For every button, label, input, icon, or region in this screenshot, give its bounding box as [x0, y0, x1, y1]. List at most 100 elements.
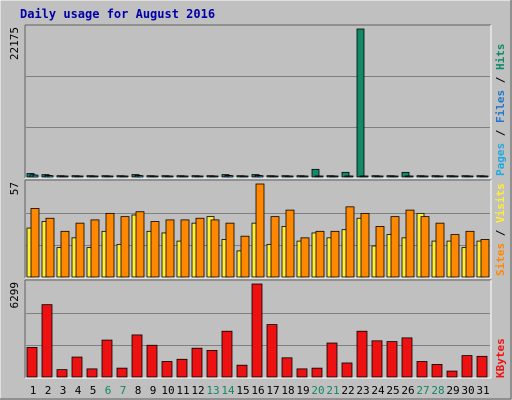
pages-bar [392, 175, 399, 178]
pages-bar [167, 175, 174, 178]
pages-bar [407, 175, 414, 178]
sites-bar [255, 183, 265, 278]
sites-bar [225, 222, 235, 278]
sites-bar [480, 239, 490, 278]
day-label: 12 [191, 384, 204, 397]
hits-panel-legend-files: Files [494, 90, 507, 123]
kbytes-bar [356, 330, 368, 378]
pages-bar [482, 175, 489, 178]
kbytes-bar [101, 339, 113, 378]
kbytes-bar [191, 347, 203, 378]
kbytes-bar [476, 355, 488, 378]
sites-bar [60, 230, 70, 278]
sites-bar [165, 219, 175, 278]
sites-bar [285, 209, 295, 278]
day-label: 27 [416, 384, 429, 397]
sites-bar [210, 219, 220, 278]
pages-bar [182, 175, 189, 178]
kbytes-bar [131, 334, 143, 378]
hits-bar [356, 28, 365, 178]
day-label: 31 [476, 384, 489, 397]
day-label: 3 [60, 384, 67, 397]
kbytes-bar [401, 337, 413, 378]
day-label: 26 [401, 384, 414, 397]
pages-bar [287, 175, 294, 178]
day-label: 20 [311, 384, 324, 397]
sites-bar [240, 235, 250, 278]
sites-bar [90, 219, 100, 278]
kbytes-bar [326, 342, 338, 378]
day-label: 7 [120, 384, 127, 397]
day-label: 18 [281, 384, 294, 397]
pages-bar [377, 175, 384, 178]
day-label: 16 [251, 384, 264, 397]
day-label: 29 [446, 384, 459, 397]
pages-bar [362, 175, 369, 178]
pages-bar [77, 175, 84, 178]
kbytes-bar [206, 350, 218, 378]
day-label: 24 [371, 384, 385, 397]
pages-bar [332, 175, 339, 178]
day-label: 15 [236, 384, 249, 397]
day-label: 25 [386, 384, 399, 397]
day-label: 22 [341, 384, 354, 397]
sites-bar [360, 212, 370, 278]
sites-bar [45, 217, 55, 278]
day-label: 28 [431, 384, 444, 397]
sites-bar [150, 221, 160, 278]
pages-bar [317, 175, 324, 178]
kbytes-bar [161, 361, 173, 378]
sites-bar [330, 230, 340, 278]
pages-bar [107, 175, 114, 178]
chart-title: Daily usage for August 2016 [20, 7, 215, 21]
kbytes-bar [461, 355, 473, 378]
hits-panel-legend-hits: Hits [494, 44, 507, 71]
day-label: 11 [176, 384, 189, 397]
kbytes-bar [341, 362, 353, 378]
pages-bar [92, 175, 99, 178]
sites-bar [390, 216, 400, 278]
sites-bar [420, 216, 430, 278]
hits-panel-legend-separator: / [494, 70, 507, 90]
pages-bar [257, 175, 264, 178]
day-label: 19 [296, 384, 309, 397]
day-label: 21 [326, 384, 339, 397]
hits-panel-plot-area [25, 25, 491, 178]
visits-panel-legend-sites: Sites [494, 243, 507, 276]
kbytes-bar [41, 304, 53, 378]
day-label: 23 [356, 384, 369, 397]
sites-bar [345, 206, 355, 278]
pages-bar [152, 175, 159, 178]
sites-bar [450, 234, 460, 278]
kbytes-bar [386, 341, 398, 378]
kbytes-bar [281, 357, 293, 378]
sites-bar [180, 219, 190, 278]
kbytes-bar [296, 368, 308, 378]
pages-bar [32, 174, 39, 178]
sites-bar [75, 222, 85, 278]
kbytes-bar [26, 347, 38, 378]
visits-panel-legend-visits: Visits [494, 183, 507, 223]
pages-bar [452, 175, 459, 178]
sites-bar [135, 211, 145, 278]
sites-bar [300, 237, 310, 278]
visits-panel-legend-separator: / [494, 223, 507, 243]
visits-panel-legend: Sites / Visits [494, 183, 507, 276]
day-label: 1 [30, 384, 37, 397]
hits-panel-legend-pages: Pages [494, 143, 507, 176]
day-label: 9 [150, 384, 157, 397]
pages-bar [137, 175, 144, 178]
hits-panel-ymax-label: 22175 [8, 27, 21, 60]
kbytes-panel-legend-kbytes: KBytes [494, 338, 507, 378]
pages-bar [437, 175, 444, 178]
kbytes-bar [416, 361, 428, 378]
pages-bar [467, 175, 474, 178]
sites-bar [105, 212, 115, 278]
pages-bar [122, 175, 129, 178]
sites-bar [465, 230, 475, 278]
pages-bar [212, 175, 219, 178]
kbytes-bar [146, 344, 158, 378]
sites-bar [435, 222, 445, 278]
kbytes-bar [446, 370, 458, 378]
